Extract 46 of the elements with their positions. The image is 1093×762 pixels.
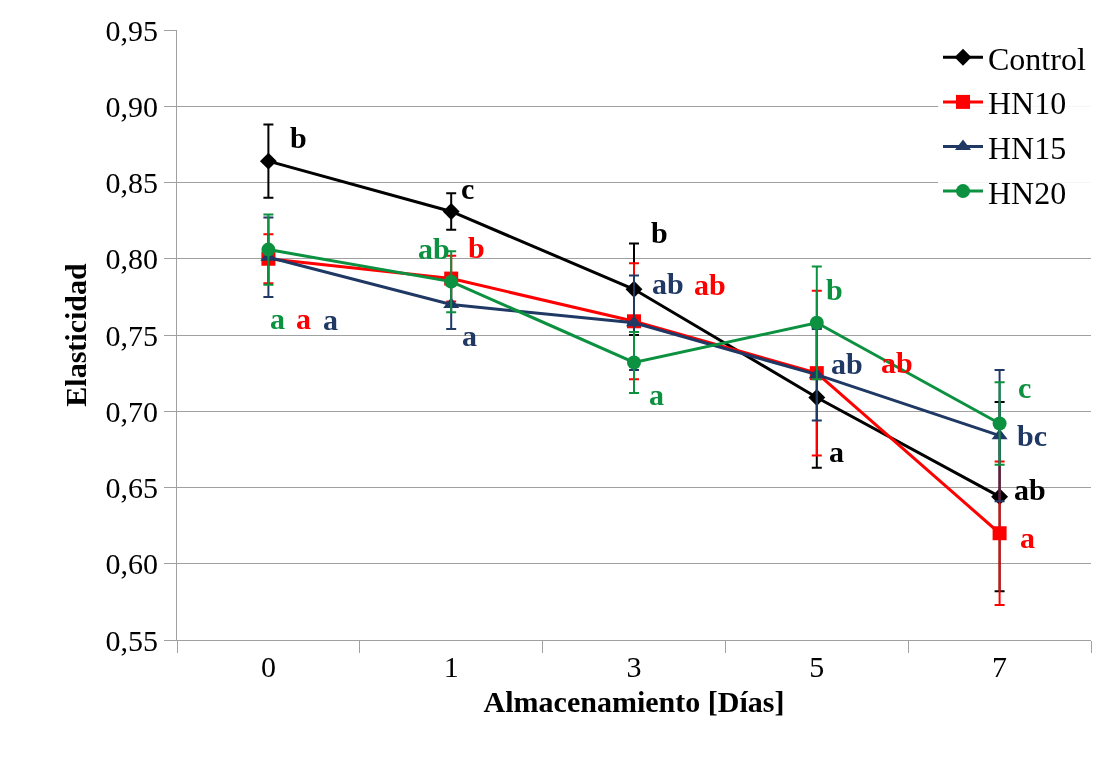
point bbox=[809, 315, 824, 330]
annotation: ab bbox=[694, 268, 726, 301]
legend-label: Control bbox=[988, 40, 1086, 77]
annotation: c bbox=[1018, 371, 1032, 404]
x-tick-label: 5 bbox=[809, 650, 825, 683]
y-tick-label: 0,65 bbox=[105, 471, 158, 504]
legend-label: HN20 bbox=[988, 174, 1067, 211]
point bbox=[259, 152, 277, 170]
y-tick-label: 0,70 bbox=[105, 394, 158, 428]
annotation: a bbox=[462, 319, 477, 352]
annotation: b bbox=[468, 231, 485, 264]
annotation: c bbox=[461, 172, 475, 205]
annotation: b bbox=[290, 121, 307, 154]
point bbox=[442, 203, 460, 220]
annotation: a bbox=[829, 435, 844, 468]
y-axis-title: Elasticidad bbox=[58, 263, 92, 407]
annotation: a bbox=[649, 378, 664, 411]
annotation: a bbox=[1020, 521, 1035, 554]
y-tick-label: 0,90 bbox=[105, 89, 158, 123]
point bbox=[992, 526, 1007, 541]
y-tick-label: 0,55 bbox=[105, 623, 158, 657]
annotation: a bbox=[270, 302, 285, 335]
x-axis-title: Almacenamiento [Días] bbox=[483, 684, 785, 718]
annotation: ab bbox=[831, 347, 863, 380]
x-tick-label: 0 bbox=[260, 650, 276, 683]
annotation: ab bbox=[1014, 473, 1046, 506]
x-tick-label: 1 bbox=[443, 650, 459, 683]
annotation: a bbox=[296, 302, 311, 335]
y-tick-label: 0,60 bbox=[105, 547, 158, 581]
y-tick-label: 0,95 bbox=[105, 13, 158, 47]
y-tick-label: 0,75 bbox=[105, 318, 158, 352]
legend-label: HN15 bbox=[988, 129, 1067, 166]
x-tick-label: 7 bbox=[992, 650, 1008, 683]
y-tick-label: 0,85 bbox=[105, 166, 158, 199]
annotation: ab bbox=[418, 232, 450, 265]
annotation: b bbox=[651, 216, 668, 249]
annotation: a bbox=[323, 303, 338, 336]
point bbox=[627, 355, 641, 370]
point bbox=[992, 416, 1007, 431]
annotation: ab bbox=[652, 267, 684, 300]
annotation: b bbox=[826, 273, 843, 306]
point bbox=[261, 242, 276, 257]
annotation: bc bbox=[1017, 419, 1047, 452]
x-tick-label: 3 bbox=[626, 650, 642, 683]
legend-label: HN10 bbox=[988, 85, 1067, 122]
y-tick-label: 0,80 bbox=[105, 242, 158, 276]
